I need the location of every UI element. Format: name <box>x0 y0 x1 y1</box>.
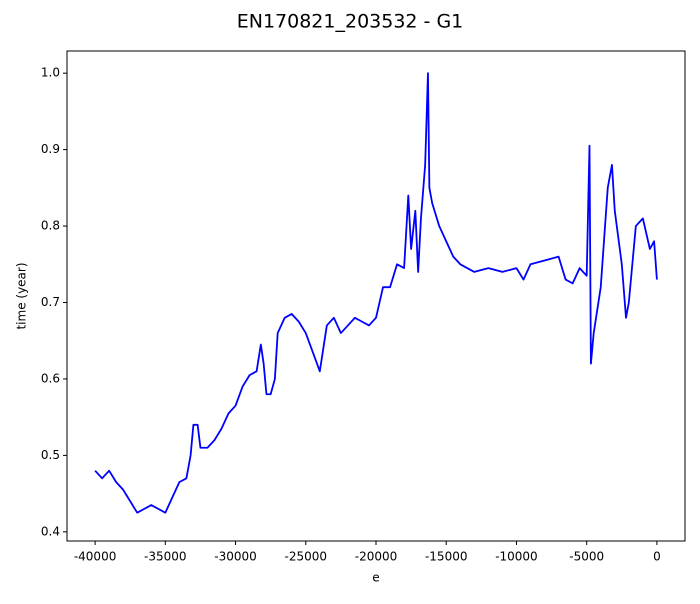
data-line <box>94 72 658 514</box>
y-axis-label: time (year) <box>15 262 29 329</box>
x-tick-label: -5000 <box>569 550 604 564</box>
y-tick-label: 0.4 <box>41 524 60 538</box>
x-tick-label: -40000 <box>74 550 117 564</box>
y-tick-label: 1.0 <box>41 66 60 80</box>
y-tick-label: 0.5 <box>41 448 60 462</box>
x-tick-label: -25000 <box>285 550 328 564</box>
x-axis-label: e <box>372 571 379 585</box>
plot-frame <box>66 50 686 542</box>
x-tick-label: 0 <box>653 550 661 564</box>
x-tick-label: -30000 <box>214 550 257 564</box>
x-tick-label: -15000 <box>425 550 468 564</box>
x-tick-label: -35000 <box>144 550 187 564</box>
x-tick-label: -20000 <box>355 550 398 564</box>
y-tick-label: 0.8 <box>41 219 60 233</box>
y-tick-label: 0.6 <box>41 371 60 385</box>
x-tick-label: -10000 <box>495 550 538 564</box>
y-tick-label: 0.7 <box>41 295 60 309</box>
chart-title: EN170821_203532 - G1 <box>237 11 464 33</box>
y-tick-label: 0.9 <box>41 142 60 156</box>
